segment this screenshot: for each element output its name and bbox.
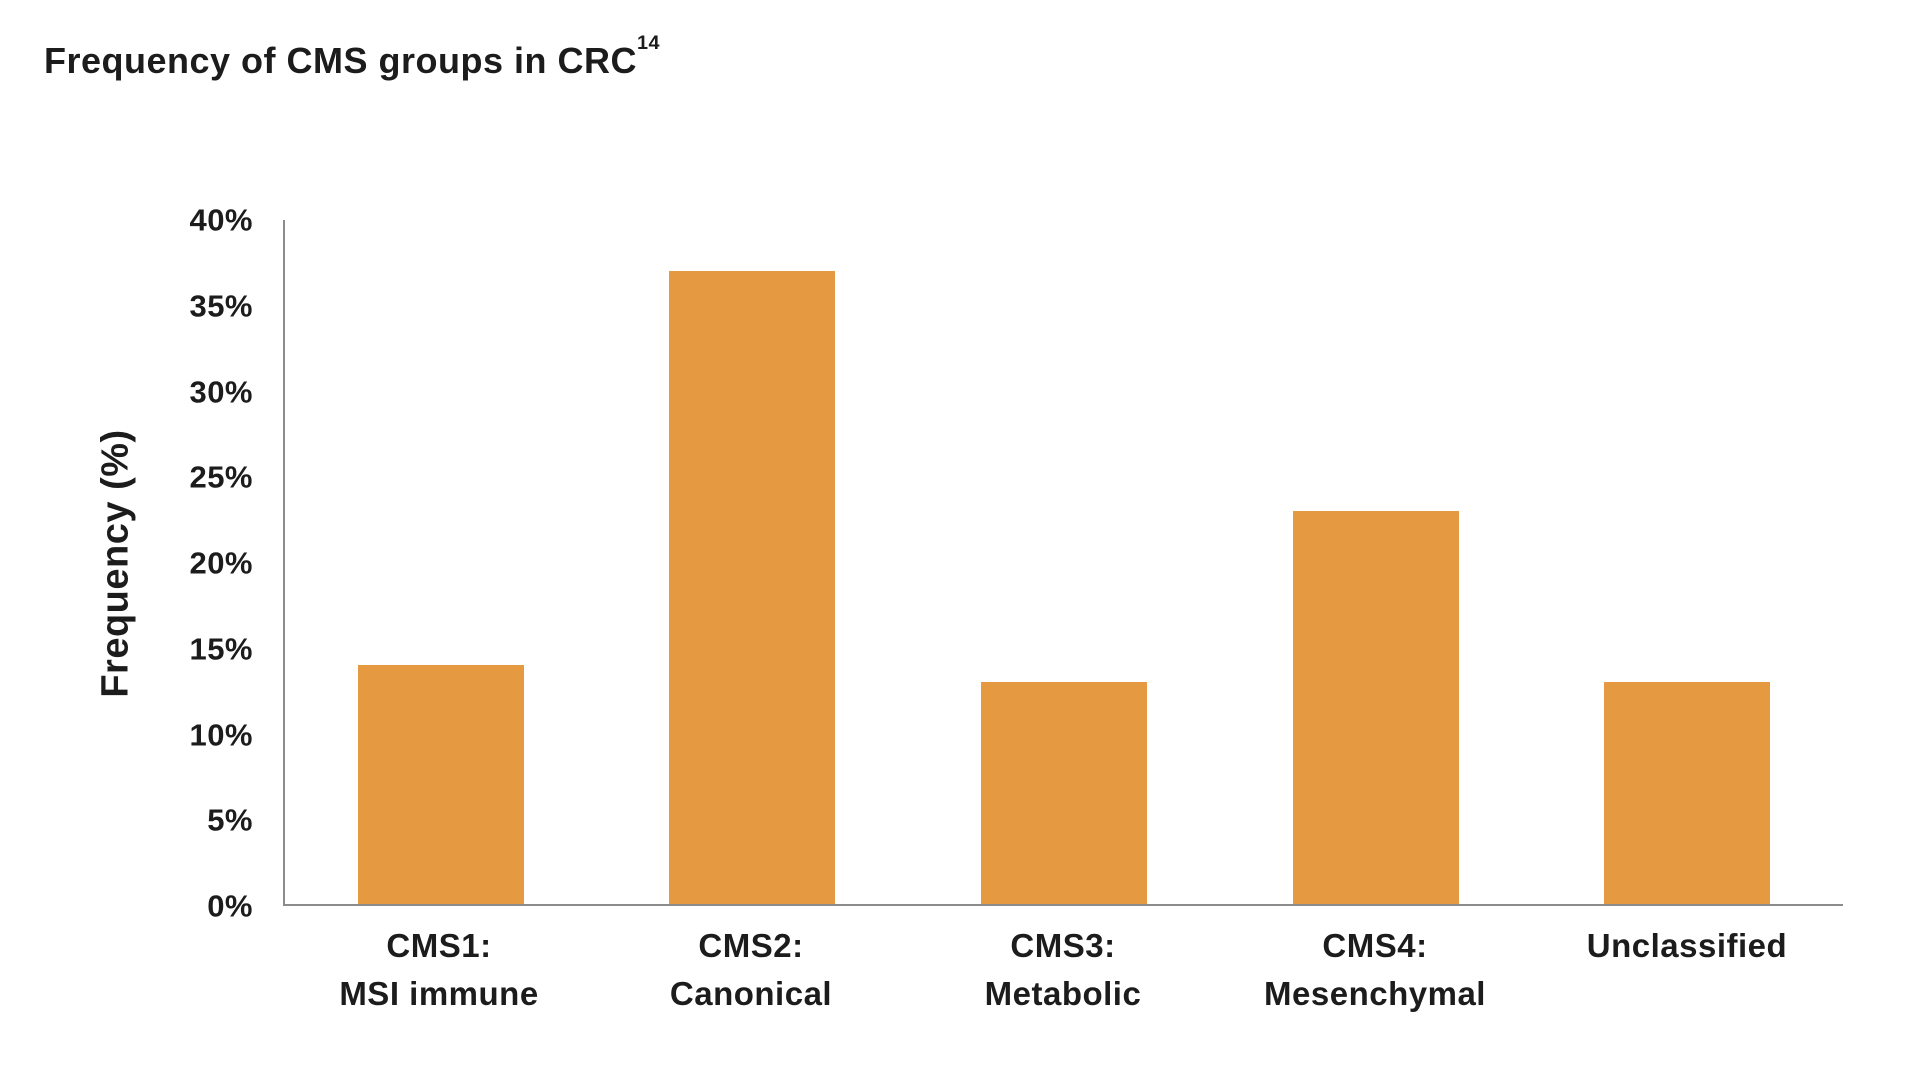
y-tick-label-5: 5% <box>207 802 253 838</box>
x-category-label-unclassified: Unclassified <box>1531 922 1843 1018</box>
plot-area <box>283 220 1843 906</box>
bar-cms4-mesenchymal <box>1292 510 1459 904</box>
y-tick-label-35: 35% <box>189 288 253 324</box>
bars-container <box>285 220 1843 904</box>
x-category-label-line: CMS2: <box>698 927 804 964</box>
x-category-label-line: CMS1: <box>386 927 492 964</box>
x-category-label-line: CMS3: <box>1010 927 1116 964</box>
y-tick-label-10: 10% <box>189 717 253 752</box>
x-axis-category-labels: CMS1: MSI immune CMS2: Canonical CMS3: Metabo… <box>283 922 1843 1018</box>
x-category-label-cms4-mesenchymal: CMS4: Mesenchymal <box>1219 922 1531 1018</box>
bar-cms1-msi-immune <box>357 664 524 904</box>
y-tick-label-0: 0% <box>207 888 253 924</box>
x-category-label-cms1-msi-immune: CMS1: MSI immune <box>283 922 595 1018</box>
x-category-label-line: Mesenchymal <box>1264 974 1486 1012</box>
y-tick-label-30: 30% <box>189 374 253 409</box>
chart-title-superscript: 14 <box>637 32 661 55</box>
x-category-label-cms2-canonical: CMS2: Canonical <box>595 922 907 1018</box>
bar-unclassified <box>1604 681 1771 904</box>
x-category-label-line: Canonical <box>669 974 833 1012</box>
chart-title: Frequency of CMS groups in CRC14 <box>44 32 660 82</box>
x-category-label-line: CMS4: <box>1322 927 1428 964</box>
chart-title-text: Frequency of CMS groups in CRC <box>44 40 638 81</box>
x-category-label-cms3-metabolic: CMS3: Metabolic <box>907 922 1219 1018</box>
y-tick-label-15: 15% <box>189 631 253 667</box>
bar-cms3-metabolic <box>981 681 1147 904</box>
x-category-label-line: Metabolic <box>984 974 1142 1012</box>
y-axis-tick-labels: 0% 5% 10% 15% 20% 25% 30% 35% 40% <box>0 205 253 922</box>
y-tick-label-20: 20% <box>189 545 253 581</box>
y-tick-label-25: 25% <box>189 459 253 495</box>
y-tick-label-40: 40% <box>189 202 253 238</box>
bar-cms2-canonical <box>669 271 836 904</box>
x-category-label-line: MSI immune <box>339 974 539 1012</box>
x-category-label-line: Unclassified <box>1586 927 1788 964</box>
